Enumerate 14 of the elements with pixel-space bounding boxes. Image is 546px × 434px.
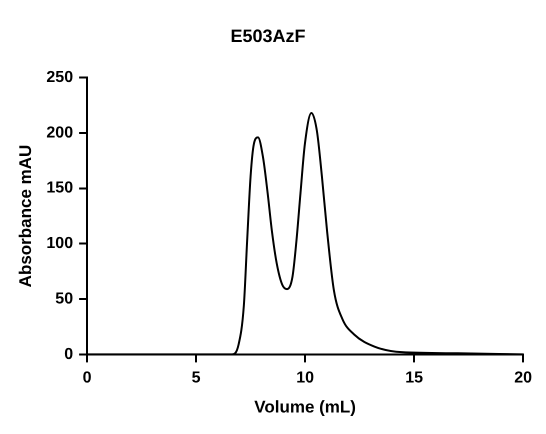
x-tick-label: 20	[514, 369, 532, 386]
y-tick-label: 200	[46, 124, 74, 142]
y-tick-label: 250	[46, 69, 74, 86]
y-tick-label: 150	[46, 180, 74, 197]
y-tick-label: 50	[55, 290, 74, 308]
x-tick-label: 10	[296, 369, 314, 386]
chart-title: E503AzF	[230, 26, 306, 46]
x-tick-label: 0	[82, 369, 92, 386]
x-tick-label: 5	[192, 369, 201, 386]
y-tick-label: 100	[46, 235, 74, 252]
y-axis-title: Absorbance mAU	[16, 144, 35, 288]
y-tick-label: 0	[64, 346, 74, 363]
x-tick-label: 15	[405, 369, 424, 386]
x-axis-title: Volume (mL)	[254, 397, 356, 416]
